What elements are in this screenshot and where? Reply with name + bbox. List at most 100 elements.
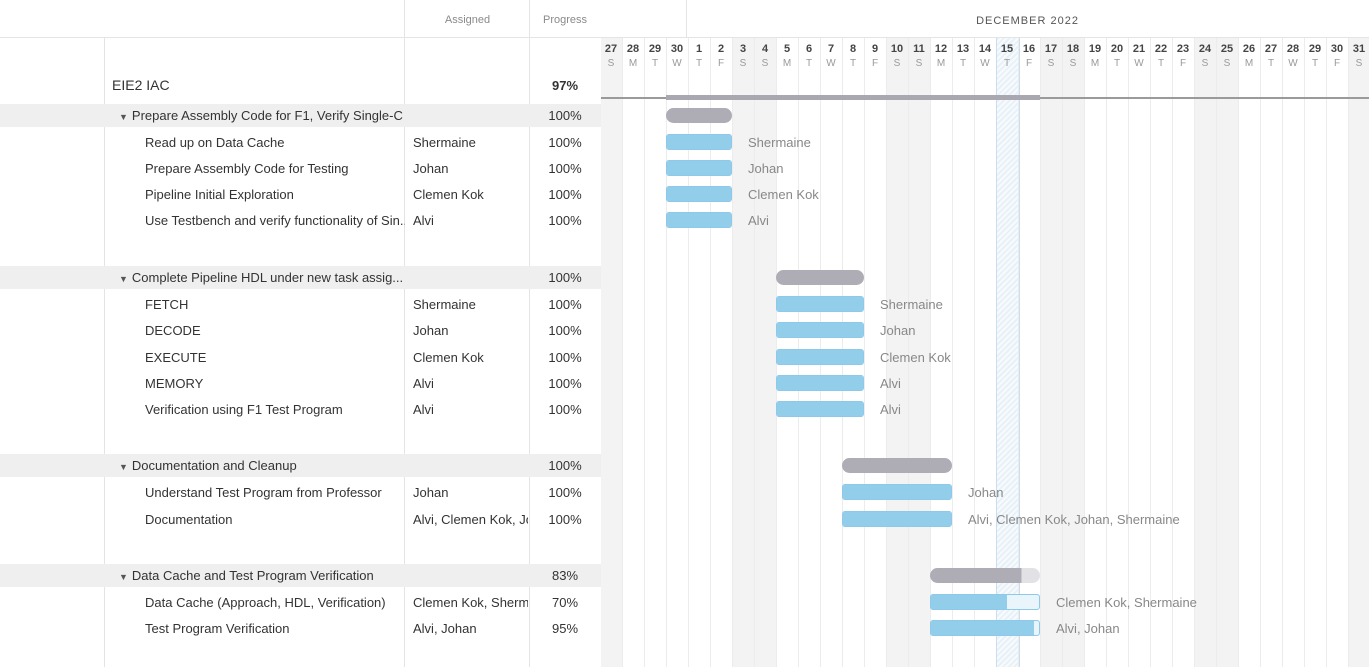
task-bar-progress-fill [931,621,1034,635]
day-weekday: F [717,58,725,69]
day-number: 27 [604,43,618,55]
group-row[interactable] [0,564,601,587]
task-name[interactable]: Prepare Assembly Code for Testing [145,161,349,176]
day-weekday: T [651,58,659,69]
day-weekday: M [628,58,638,69]
task-name[interactable]: MEMORY [145,375,204,391]
header-divider [0,37,601,38]
task-progress: 100% [548,375,582,391]
task-progress: 100% [548,187,582,202]
task-bar-label: Johan [880,323,916,339]
collapse-caret-icon[interactable]: ▼ [119,274,128,284]
task-assigned[interactable]: Alvi, Clemen Kok, Jo [413,512,528,527]
day-column [952,38,975,667]
collapse-caret-icon[interactable]: ▼ [119,572,128,582]
task-bar[interactable] [666,160,732,176]
group-bar[interactable] [666,108,732,123]
progress-column-header[interactable]: Progress [542,14,588,26]
task-assigned[interactable]: Johan [413,323,449,339]
task-name[interactable]: Understand Test Program from Professor [145,485,382,500]
task-assigned[interactable]: Clemen Kok [413,187,484,202]
day-weekday: W [1288,58,1298,69]
group-name[interactable]: ▼ Complete Pipeline HDL under new task as… [119,270,404,285]
task-assigned[interactable]: Alvi [413,375,434,391]
day-number: 30 [1330,43,1344,55]
task-name[interactable]: EXECUTE [145,349,207,365]
task-name[interactable]: Data Cache (Approach, HDL, Verification) [145,595,386,610]
group-bar[interactable] [776,270,864,285]
task-assigned[interactable]: Shermaine [413,135,476,150]
task-name[interactable]: FETCH [145,297,189,312]
task-bar[interactable] [666,134,732,150]
task-bar[interactable] [842,484,952,500]
collapse-caret-icon[interactable]: ▼ [119,112,128,122]
task-bar[interactable] [666,186,732,202]
task-progress: 100% [548,485,582,500]
task-bar-label: Johan [968,485,1004,500]
group-progress: 83% [551,568,579,583]
day-weekday: S [739,58,747,69]
task-bar-progress-fill [843,512,951,526]
task-assigned[interactable]: Johan [413,485,449,500]
project-name[interactable]: EIE2 IAC [112,77,170,93]
task-bar[interactable] [842,511,952,527]
day-column [688,38,711,667]
task-name[interactable]: Pipeline Initial Exploration [145,187,294,202]
task-assigned[interactable]: Shermaine [413,297,476,312]
task-bar-label: Shermaine [748,135,811,150]
group-name-label: Complete Pipeline HDL under new task ass… [131,270,404,285]
group-progress: 100% [548,270,582,285]
day-weekday: F [1333,58,1341,69]
day-column [644,38,667,667]
task-name[interactable]: DECODE [145,323,201,339]
task-assigned[interactable]: Alvi [413,213,434,228]
day-column [622,38,645,667]
task-bar-progress-fill [931,595,1007,609]
weekend-column [908,38,931,667]
day-number: 7 [827,43,835,55]
collapse-caret-icon[interactable]: ▼ [119,462,128,472]
task-bar[interactable] [776,401,864,417]
task-bar[interactable] [776,322,864,339]
task-name[interactable]: Read up on Data Cache [145,135,285,150]
task-assigned[interactable]: Johan [413,161,449,176]
task-bar-label: Clemen Kok [880,349,951,365]
task-assigned[interactable]: Alvi, Johan [413,621,477,636]
task-assigned[interactable]: Alvi [413,402,434,417]
weekend-column [886,38,909,667]
task-bar-progress-fill [777,375,863,390]
task-bar[interactable] [930,594,1040,610]
group-name[interactable]: ▼ Data Cache and Test Program Verificatio… [119,568,404,583]
task-bar[interactable] [776,296,864,312]
day-weekday: T [1003,58,1011,69]
task-bar-label: Alvi, Johan [1056,621,1120,636]
task-name[interactable]: Verification using F1 Test Program [145,402,343,417]
day-weekday: T [959,58,967,69]
day-column [1260,38,1283,667]
task-name[interactable]: Test Program Verification [145,621,290,636]
group-row[interactable] [0,104,601,127]
task-bar[interactable] [776,348,864,365]
day-weekday: M [1090,58,1100,69]
task-assigned[interactable]: Clemen Kok [413,349,484,365]
group-name[interactable]: ▼ Documentation and Cleanup [119,458,404,473]
task-bar[interactable] [930,620,1040,636]
task-name[interactable]: Documentation [145,512,233,527]
task-bar-label: Alvi [880,375,901,391]
group-row[interactable] [0,266,601,289]
task-bar[interactable] [776,374,864,391]
assigned-column-header[interactable]: Assigned [444,14,491,26]
day-number: 3 [739,43,747,55]
task-name[interactable]: Use Testbench and verify functionality o… [145,213,405,228]
project-summary-bar[interactable] [666,95,1040,100]
column-divider [404,0,405,38]
task-assigned[interactable]: Clemen Kok, Sherm [413,595,528,610]
group-name[interactable]: ▼ Prepare Assembly Code for F1, Verify Si… [119,108,404,123]
group-bar[interactable] [930,568,1040,583]
group-row[interactable] [0,454,601,477]
weekend-column [1062,38,1085,667]
day-number: 23 [1176,43,1190,55]
day-number: 13 [956,43,970,55]
task-bar[interactable] [666,212,732,228]
group-bar[interactable] [842,458,952,473]
